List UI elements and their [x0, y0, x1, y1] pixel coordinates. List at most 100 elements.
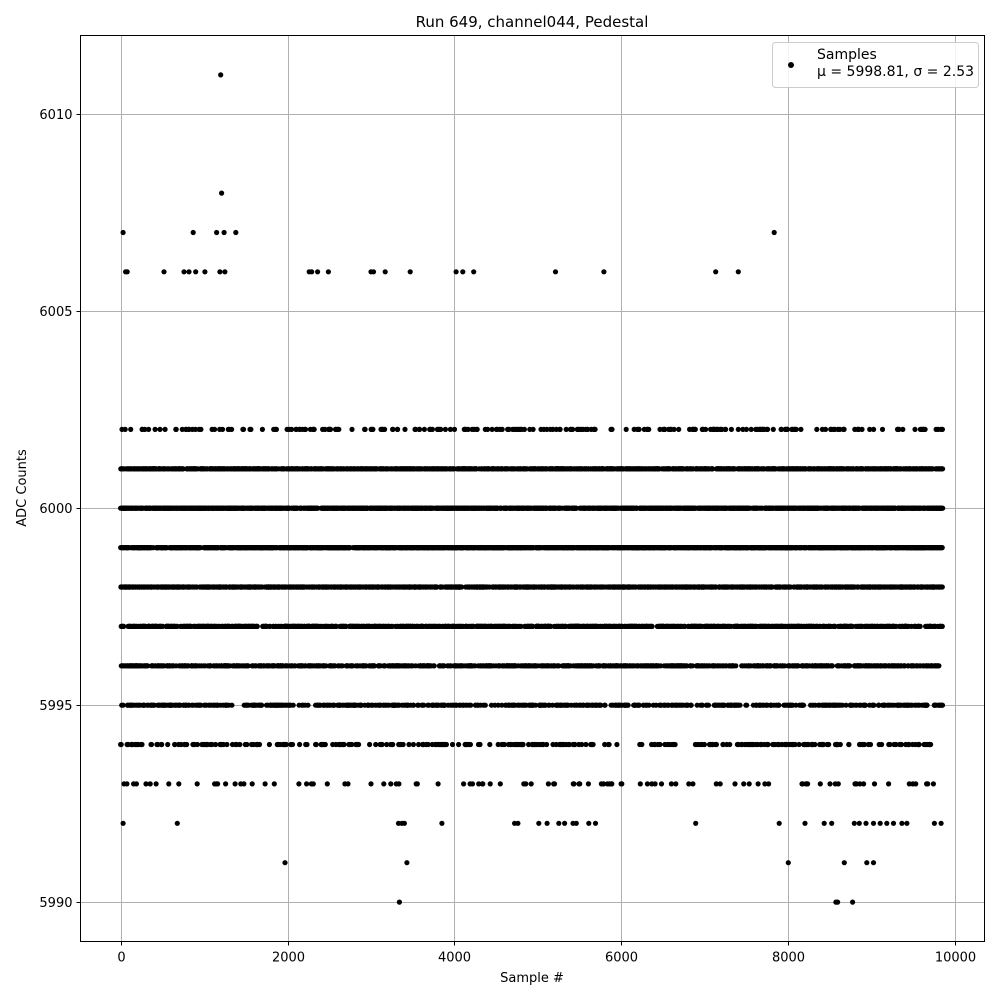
- sample-point: [254, 623, 260, 630]
- sample-point: [521, 426, 528, 432]
- sample-point: [468, 702, 474, 708]
- sample-point: [379, 741, 385, 748]
- sample-point: [172, 741, 178, 748]
- sample-point: [179, 426, 185, 432]
- sample-point: [192, 426, 198, 432]
- sample-point: [356, 741, 362, 748]
- sample-point: [414, 781, 420, 787]
- sample-point: [290, 702, 296, 708]
- sample-point: [128, 426, 134, 432]
- sample-point: [144, 663, 151, 669]
- sample-point: [336, 426, 342, 432]
- sample-point: [305, 702, 311, 708]
- sample-point: [133, 781, 139, 787]
- sample-point: [248, 426, 254, 432]
- sample-point: [121, 623, 127, 630]
- sample-point: [289, 741, 296, 748]
- sample-point: [523, 781, 529, 787]
- sample-point: [146, 426, 152, 432]
- sample-point: [487, 741, 493, 748]
- sample-point: [438, 426, 444, 432]
- sample-point: [520, 741, 526, 748]
- sample-point: [176, 781, 182, 787]
- sample-point: [467, 741, 473, 748]
- sample-point: [421, 426, 427, 432]
- sample-point: [262, 781, 268, 787]
- sample-point: [297, 741, 303, 748]
- sample-point: [362, 426, 368, 432]
- sample-point: [449, 741, 456, 748]
- sample-point: [166, 781, 172, 787]
- sample-point: [148, 741, 155, 748]
- sample-point: [283, 741, 289, 748]
- sample-point: [390, 741, 396, 748]
- sample-point: [461, 781, 467, 787]
- sample-point: [390, 426, 396, 432]
- sample-point: [402, 426, 408, 432]
- sample-point: [240, 426, 247, 432]
- sample-point: [142, 426, 148, 432]
- sample-point: [382, 426, 388, 432]
- sample-point: [259, 426, 265, 432]
- sample-point: [530, 426, 536, 432]
- sample-point: [223, 781, 229, 787]
- sample-point: [147, 781, 153, 787]
- sample-point: [232, 781, 238, 787]
- sample-point: [120, 702, 126, 708]
- sample-point: [345, 781, 351, 787]
- sample-point: [266, 741, 272, 748]
- sample-point: [487, 781, 493, 787]
- sample-point: [474, 426, 480, 432]
- sample-point: [194, 781, 200, 787]
- sample-point: [118, 741, 124, 748]
- sample-point: [443, 741, 449, 748]
- sample-point: [499, 426, 505, 432]
- sample-point: [213, 741, 219, 748]
- sample-point: [477, 741, 483, 748]
- sample-point: [229, 702, 235, 708]
- sample-point: [219, 426, 226, 432]
- sample-point: [229, 426, 235, 432]
- sample-point: [400, 741, 406, 748]
- sample-point: [241, 781, 247, 787]
- sample-point: [322, 741, 328, 748]
- sample-point: [245, 663, 251, 669]
- sample-point: [429, 426, 435, 432]
- sample-point: [349, 426, 355, 432]
- data-points: [118, 72, 946, 905]
- sample-point: [273, 426, 279, 432]
- sample-point: [256, 741, 263, 748]
- sample-point: [416, 426, 423, 432]
- sample-point: [162, 426, 168, 432]
- sample-point: [313, 741, 319, 748]
- sample-point: [304, 781, 310, 787]
- sample-point: [341, 741, 347, 748]
- sample-point: [451, 426, 458, 432]
- sample-point: [124, 781, 130, 787]
- sample-point: [368, 781, 374, 787]
- sample-point: [324, 781, 330, 787]
- sample-point: [469, 781, 476, 787]
- sample-point: [153, 781, 159, 787]
- sample-point: [271, 781, 277, 787]
- sample-point: [143, 781, 149, 787]
- sample-point: [198, 426, 204, 432]
- sample-point: [327, 426, 334, 432]
- sample-point: [480, 781, 486, 787]
- sample-point: [302, 426, 309, 432]
- sample-point: [259, 702, 265, 708]
- sample-point: [388, 781, 394, 787]
- sample-point: [122, 426, 128, 432]
- sample-point: [304, 741, 310, 748]
- sample-point: [442, 426, 448, 432]
- sample-point: [289, 426, 295, 432]
- sample-point: [173, 426, 179, 432]
- sample-point: [249, 781, 255, 787]
- sample-point: [381, 781, 387, 787]
- sample-point: [157, 426, 163, 432]
- sample-point: [244, 741, 250, 748]
- sample-point: [311, 426, 317, 432]
- sample-point: [410, 741, 416, 748]
